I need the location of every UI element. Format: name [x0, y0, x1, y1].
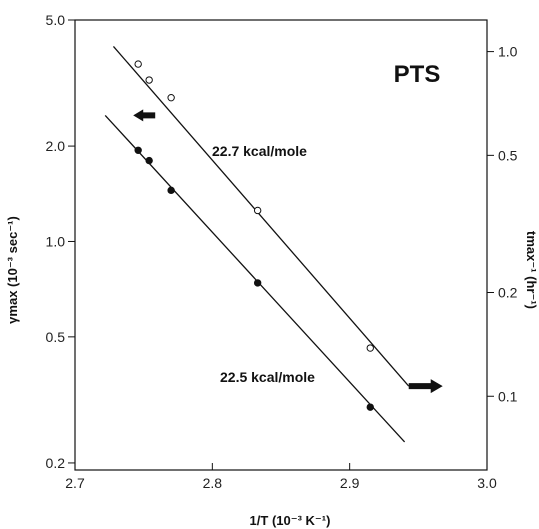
data-point-filled: [145, 156, 153, 165]
data-point-filled: [167, 186, 175, 195]
x-tick-label: 2.9: [340, 475, 360, 491]
chart-title: PTS: [394, 61, 441, 88]
x-tick-label: 3.0: [477, 475, 497, 491]
y-tick-label: 0.2: [46, 455, 66, 471]
y-tick-label: 0.5: [46, 329, 66, 345]
data-point-filled: [253, 279, 262, 287]
data-point-filled: [366, 403, 374, 411]
data-point-open: [253, 206, 262, 215]
y-tick-label: 1.0: [46, 233, 66, 249]
fit-label-open: 22.7 kcal/mole: [212, 143, 307, 159]
plot-frame: [74, 19, 488, 471]
y2-axis-title: tmax⁻¹ (hr⁻¹): [524, 231, 539, 309]
data-point-filled: [134, 146, 142, 154]
y2-tick-label: 1.0: [498, 44, 518, 60]
fit-label-filled: 22.5 kcal/mole: [220, 369, 315, 385]
x-tick-label: 2.7: [65, 475, 85, 491]
y-tick-label: 2.0: [46, 138, 66, 154]
fit-line-open: [112, 46, 410, 387]
y2-tick-label: 0.5: [498, 147, 518, 163]
data-point-open: [145, 76, 153, 84]
y2-tick-label: 0.2: [498, 285, 518, 301]
x-tick-label: 2.8: [203, 475, 223, 491]
y2-tick-label: 0.1: [498, 388, 518, 404]
axes: 2.7 2.8 2.9 3.0 0.2 0.5 1.0 2.0 5.0 0.1 0.2 0.5 1.0: [46, 12, 518, 491]
data-point-open: [366, 344, 374, 352]
fit-lines: [104, 46, 410, 443]
data-point-open: [167, 93, 175, 102]
right-axis-arrow: [408, 379, 443, 394]
y-tick-label: 5.0: [46, 12, 66, 28]
data-points: [134, 60, 374, 411]
y-axis-title: γmax (10⁻³ sec⁻¹): [5, 216, 20, 324]
fit-line-filled: [104, 114, 406, 443]
left-axis-arrow: [133, 109, 156, 122]
axis-arrows: [133, 109, 443, 394]
data-point-open: [134, 60, 142, 68]
x-axis-title: 1/T (10⁻³ K⁻¹): [250, 513, 331, 528]
